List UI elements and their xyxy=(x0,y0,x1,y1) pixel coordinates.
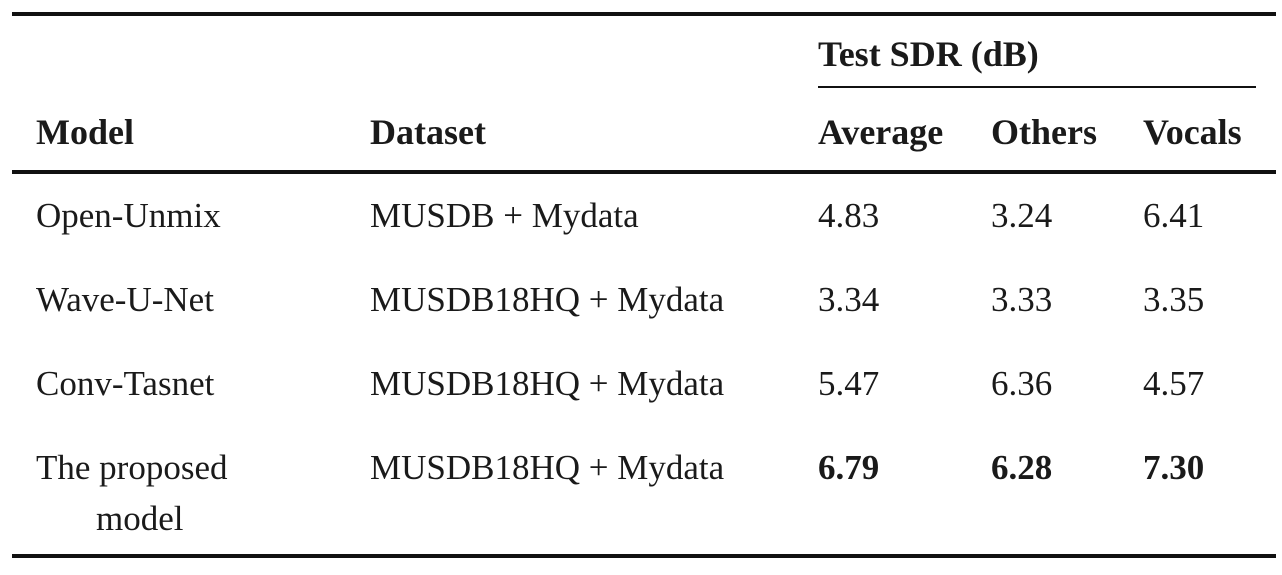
group-header-rule xyxy=(818,86,1256,88)
cell-average: 4.83 xyxy=(818,196,880,235)
cell-model: Conv-Tasnet xyxy=(36,364,215,403)
header-average: Average xyxy=(818,112,944,152)
cell-dataset: MUSDB18HQ + Mydata xyxy=(370,364,725,403)
cell-vocals: 4.57 xyxy=(1143,364,1205,403)
header-model: Model xyxy=(36,112,134,152)
cell-model: Open-Unmix xyxy=(36,196,221,235)
cell-model: Wave-U-Net xyxy=(36,280,214,319)
table-top-rule xyxy=(12,12,1276,16)
cell-others: 6.36 xyxy=(991,364,1053,403)
cell-vocals: 3.35 xyxy=(1143,280,1205,319)
cell-average-best: 6.79 xyxy=(818,448,880,487)
cell-others: 3.24 xyxy=(991,196,1053,235)
group-header-test-sdr: Test SDR (dB) xyxy=(818,34,1039,74)
cell-dataset: MUSDB + Mydata xyxy=(370,196,639,235)
header-dataset: Dataset xyxy=(370,112,486,152)
header-bottom-rule xyxy=(12,170,1276,174)
cell-others: 3.33 xyxy=(991,280,1053,319)
cell-others-best: 6.28 xyxy=(991,448,1053,487)
cell-vocals: 6.41 xyxy=(1143,196,1205,235)
cell-vocals-best: 7.30 xyxy=(1143,448,1205,487)
table-bottom-rule xyxy=(12,554,1276,558)
cell-model-line1: The proposed xyxy=(36,448,228,487)
header-vocals: Vocals xyxy=(1143,112,1242,152)
cell-dataset: MUSDB18HQ + Mydata xyxy=(370,448,725,487)
cell-average: 5.47 xyxy=(818,364,880,403)
cell-dataset: MUSDB18HQ + Mydata xyxy=(370,280,725,319)
cell-average: 3.34 xyxy=(818,280,880,319)
cell-model-line2: model xyxy=(96,499,184,538)
header-others: Others xyxy=(991,112,1097,152)
